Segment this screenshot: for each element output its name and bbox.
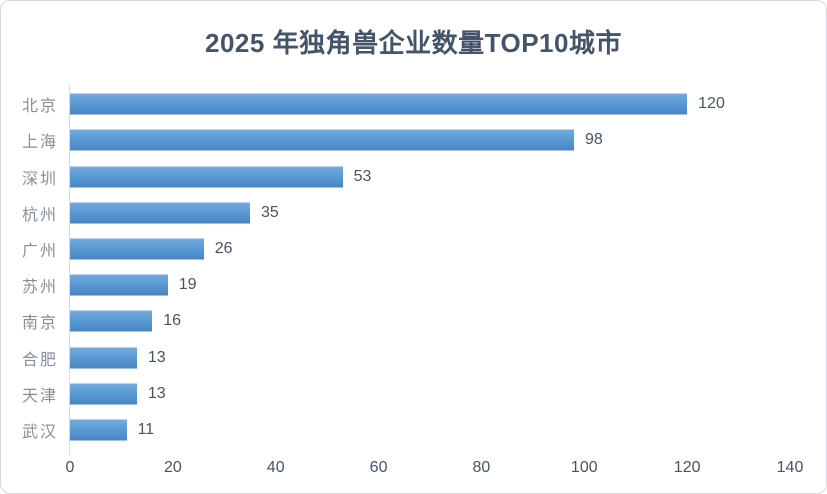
value-label: 26 <box>214 239 233 257</box>
bar <box>70 129 574 151</box>
bar <box>70 274 168 296</box>
x-tick-label: 120 <box>673 459 701 476</box>
x-tick-label: 140 <box>776 459 804 476</box>
x-tick-label: 80 <box>472 459 491 476</box>
category-label: 天津 <box>21 387 58 405</box>
x-tick-label: 40 <box>266 459 285 476</box>
bar <box>70 238 204 260</box>
category-label: 南京 <box>21 315 58 333</box>
bar-row: 广州 26 <box>22 231 790 267</box>
bar <box>70 93 688 115</box>
bar-row: 南京 16 <box>22 303 790 339</box>
bar <box>70 347 137 369</box>
x-axis: 0 20 40 60 80 100 120 140 <box>66 459 804 481</box>
bar-row: 上海 98 <box>22 122 790 158</box>
bar <box>70 419 127 441</box>
category-label: 上海 <box>21 134 58 152</box>
value-label: 53 <box>353 167 372 185</box>
x-tick-label: 100 <box>570 459 598 476</box>
chart-title: 2025 年独角兽企业数量TOP10城市 <box>205 28 622 58</box>
bar-row: 北京 120 <box>22 86 790 122</box>
bar <box>70 202 250 224</box>
value-label: 98 <box>585 131 603 149</box>
bar-row: 杭州 35 <box>22 195 790 231</box>
category-label: 合肥 <box>21 351 58 369</box>
category-label: 武汉 <box>21 423 58 441</box>
category-label: 北京 <box>21 98 58 116</box>
value-label: 13 <box>147 348 166 366</box>
bar-row: 深圳 53 <box>22 158 790 194</box>
value-label: 35 <box>261 203 279 221</box>
y-axis-line <box>69 86 70 455</box>
bar-row: 武汉 11 <box>22 412 790 448</box>
category-label: 杭州 <box>21 206 58 224</box>
bar <box>70 166 343 187</box>
value-label: 13 <box>147 384 166 402</box>
x-tick-label: 60 <box>369 459 388 476</box>
category-label: 苏州 <box>21 279 58 297</box>
value-label: 16 <box>163 312 182 330</box>
value-label: 120 <box>698 95 725 113</box>
category-label: 广州 <box>21 242 58 260</box>
category-label: 深圳 <box>21 170 58 188</box>
value-label: 11 <box>137 420 155 438</box>
bar-row: 天津 13 <box>22 376 790 412</box>
value-label: 19 <box>178 276 197 294</box>
bar-row: 苏州 19 <box>22 267 790 303</box>
bar-row: 合肥 13 <box>22 339 790 375</box>
x-tick-label: 20 <box>163 459 182 476</box>
plot-area: 北京 120 上海 98 深圳 53 杭州 35 广州 26 苏州 19 南京 16 合肥 13 天津 13 武汉 1… <box>22 86 790 448</box>
x-tick-label: 0 <box>65 459 75 476</box>
bar <box>70 310 153 332</box>
bar <box>70 383 137 405</box>
